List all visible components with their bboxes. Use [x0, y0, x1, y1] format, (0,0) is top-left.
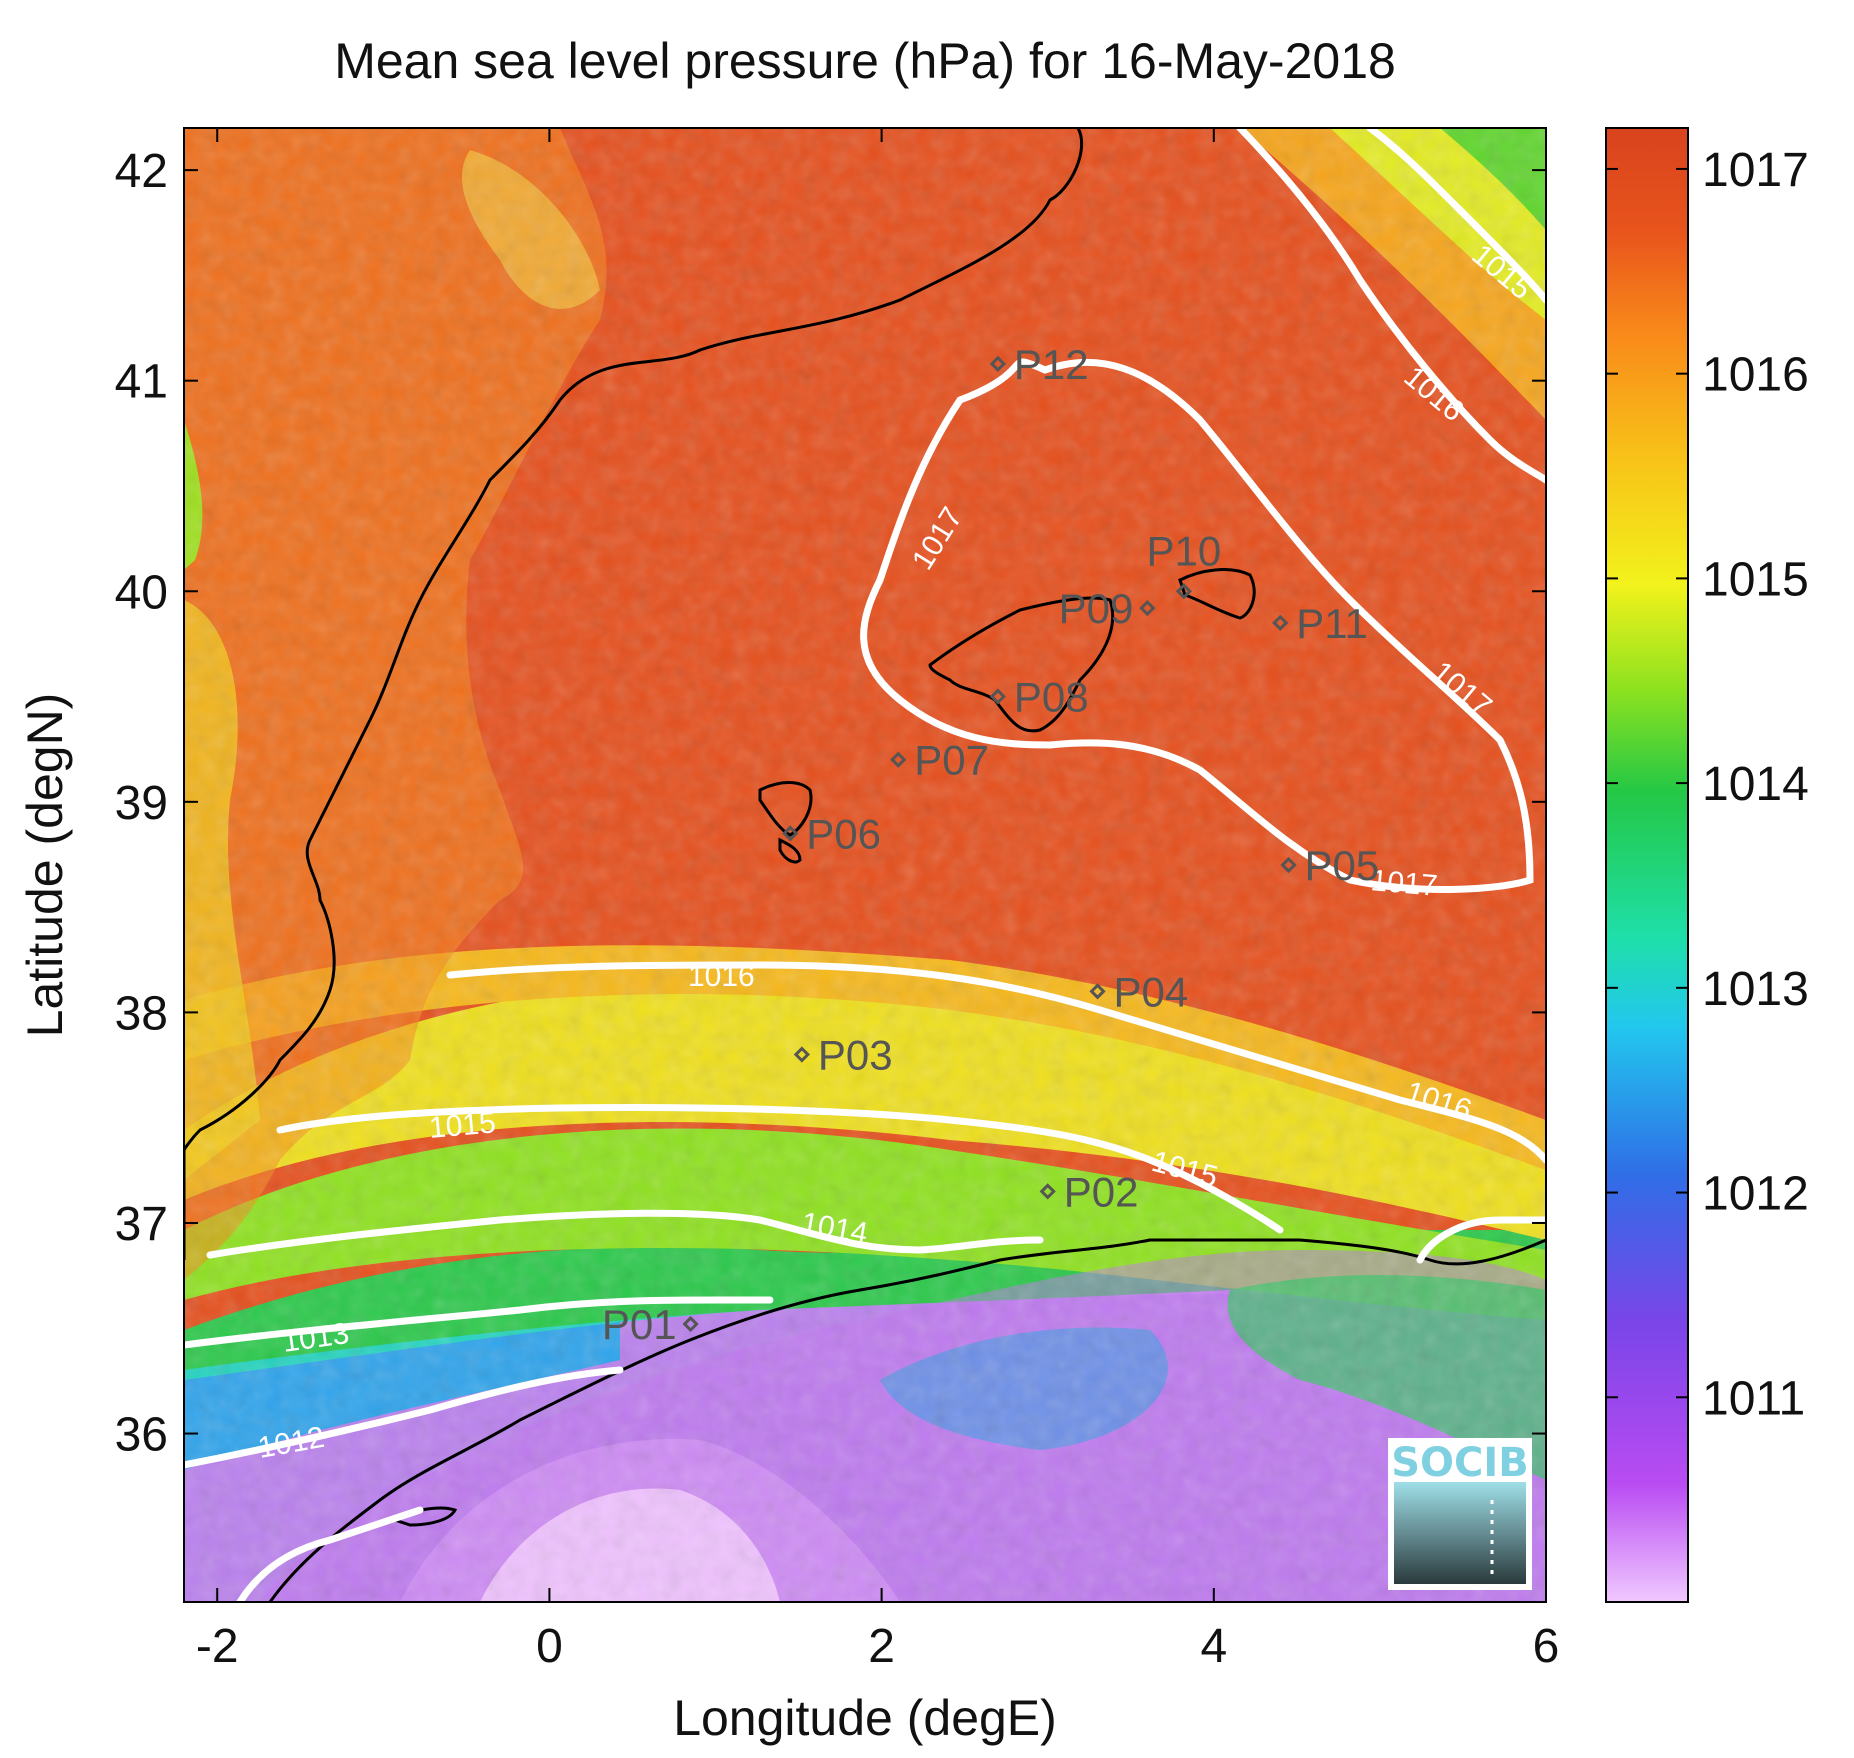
colorbar	[1605, 127, 1689, 1603]
station-p08: P08	[989, 674, 1089, 721]
station-marker-icon	[1280, 856, 1297, 874]
station-p06: P06	[782, 810, 881, 857]
isobar-label-1016: 1016	[688, 960, 755, 993]
x-tick-label: 4	[1200, 1620, 1227, 1673]
coastline-iberia	[184, 128, 1084, 1151]
station-label: P03	[818, 1032, 893, 1079]
x-tick-label: 2	[868, 1620, 895, 1673]
y-tick-label: 36	[115, 1409, 168, 1462]
station-label: P12	[1014, 341, 1089, 388]
coastline-africa	[268, 1238, 1546, 1602]
colorbar-tick-label: 1014	[1702, 758, 1809, 811]
station-p02: P02	[1039, 1168, 1139, 1215]
isobar-1012	[184, 1366, 624, 1469]
station-p05: P05	[1280, 842, 1380, 889]
isobar-1016	[446, 961, 1546, 1164]
station-label: P04	[1114, 968, 1189, 1015]
station-p12: P12	[989, 341, 1089, 388]
isobar-label-1017-s: 1017	[1369, 864, 1438, 903]
isobars	[184, 128, 1546, 1602]
station-marker-icon	[682, 1315, 699, 1333]
map-plot-area: 1015 1016 1017 1017 1017 1016 1016 1015 …	[184, 128, 1546, 1602]
station-p04: P04	[1089, 968, 1189, 1015]
station-marker-icon	[1175, 583, 1193, 600]
station-label: P08	[1014, 674, 1089, 721]
station-label: P06	[806, 810, 881, 857]
colorbar-tick-label: 1013	[1702, 963, 1809, 1016]
colorbar-tick-label: 1011	[1702, 1372, 1805, 1425]
coastline-ibiza	[758, 781, 813, 864]
y-axis-label: Latitude (degN)	[17, 693, 73, 1038]
stations: P01 P02 P03 P04 P05 P06 P07 P08 P09 P10 P11 P12	[602, 341, 1379, 1348]
station-p03: P03	[793, 1032, 893, 1079]
station-label: P02	[1064, 1168, 1139, 1215]
x-tick-label: 0	[536, 1620, 563, 1673]
station-marker-icon	[793, 1046, 811, 1063]
station-marker-icon	[989, 688, 1007, 705]
colorbar-tick-label: 1016	[1702, 349, 1809, 402]
station-label: P05	[1305, 842, 1380, 889]
station-label: P11	[1296, 600, 1368, 647]
y-tick-label: 37	[115, 1198, 168, 1251]
station-marker-icon	[989, 355, 1007, 372]
y-tick-label: 40	[115, 566, 168, 619]
isobar-1015	[276, 1104, 1284, 1234]
station-marker-icon	[1089, 983, 1106, 1000]
station-marker-icon	[782, 825, 799, 842]
isobar-1017-closed	[860, 358, 1534, 893]
station-p01: P01	[602, 1301, 699, 1348]
station-p10: P10	[1147, 527, 1222, 600]
station-p09: P09	[1059, 585, 1156, 632]
x-tick-label: -2	[196, 1620, 239, 1673]
plot-frame	[183, 127, 1547, 1603]
isobar-1016-north	[1366, 128, 1546, 304]
station-label: P09	[1059, 585, 1134, 632]
isobar-1013	[184, 1296, 774, 1349]
y-tick-label: 39	[115, 777, 168, 830]
colorbar-ticks: 1011 1012 1013 1014 1015 1016 1017	[1606, 144, 1809, 1425]
station-marker-icon	[1139, 599, 1156, 617]
isobar-label-1015: 1015	[428, 1106, 497, 1145]
isobar-1017-north	[1236, 128, 1546, 484]
chart-title: Mean sea level pressure (hPa) for 16-May…	[334, 33, 1396, 89]
isobar-1015-east	[1416, 1216, 1546, 1264]
y-tick-label: 41	[115, 356, 168, 409]
coastline-menorca	[1178, 568, 1256, 620]
coastlines	[184, 128, 1546, 1602]
station-marker-icon	[890, 751, 907, 768]
colorbar-tick-label: 1015	[1702, 553, 1809, 606]
station-label: P10	[1147, 527, 1222, 574]
station-p11: P11	[1272, 600, 1368, 647]
y-tick-label: 42	[115, 145, 168, 198]
socib-logo: SOCIB	[1388, 1438, 1532, 1590]
station-label: P01	[602, 1301, 677, 1348]
y-tick-label: 38	[115, 987, 168, 1040]
x-tick-label: 6	[1533, 1620, 1560, 1673]
colorbar-tick-label: 1012	[1702, 1168, 1809, 1221]
logo-text: SOCIB	[1391, 1440, 1529, 1486]
station-label: P07	[914, 737, 989, 784]
y-axis: 36 37 38 39 40 41 42	[115, 145, 1546, 1462]
station-marker-icon	[1039, 1183, 1056, 1200]
station-marker-icon	[1272, 614, 1289, 631]
isobar-1014	[206, 1209, 1044, 1259]
x-axis-label: Longitude (degE)	[673, 1690, 1057, 1746]
station-p07: P07	[890, 737, 989, 784]
colorbar-tick-label: 1017	[1702, 144, 1809, 197]
x-axis: -2 0 2 4 6	[196, 128, 1559, 1673]
coastline-mallorca	[928, 596, 1115, 733]
isobar-1011	[236, 1506, 424, 1602]
